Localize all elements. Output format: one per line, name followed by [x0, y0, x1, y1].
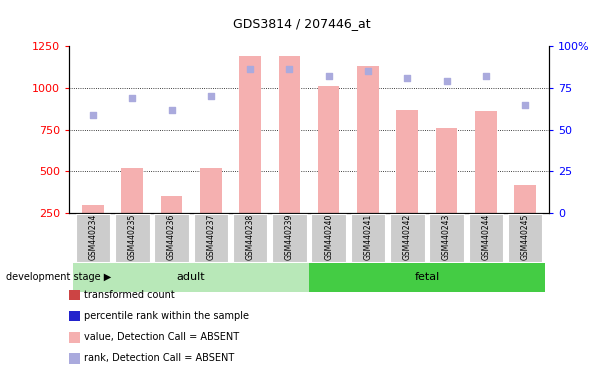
Text: fetal: fetal — [414, 272, 440, 283]
Point — [363, 68, 373, 74]
Point — [245, 66, 255, 73]
Bar — [121, 168, 143, 213]
FancyBboxPatch shape — [115, 214, 150, 262]
Bar — [309, 263, 545, 292]
Bar — [74, 263, 309, 292]
Bar — [514, 185, 536, 213]
Point — [166, 106, 176, 113]
Text: value, Detection Call = ABSENT: value, Detection Call = ABSENT — [84, 332, 239, 342]
Text: development stage ▶: development stage ▶ — [6, 272, 112, 283]
Bar — [475, 111, 497, 213]
Point — [520, 101, 530, 108]
FancyBboxPatch shape — [154, 214, 189, 262]
Text: GSM440240: GSM440240 — [324, 214, 333, 260]
Text: GSM440243: GSM440243 — [442, 214, 451, 260]
Text: GSM440239: GSM440239 — [285, 214, 294, 260]
Bar — [396, 109, 418, 213]
Text: GSM440237: GSM440237 — [206, 214, 215, 260]
Point — [285, 66, 294, 73]
Bar — [239, 56, 261, 213]
Text: GSM440244: GSM440244 — [481, 214, 490, 260]
Text: GDS3814 / 207446_at: GDS3814 / 207446_at — [233, 17, 370, 30]
Point — [481, 73, 491, 79]
FancyBboxPatch shape — [508, 214, 543, 262]
FancyBboxPatch shape — [194, 214, 228, 262]
Point — [206, 93, 216, 99]
Text: GSM440242: GSM440242 — [403, 214, 412, 260]
Bar — [436, 128, 457, 213]
Point — [88, 111, 98, 118]
Text: GSM440238: GSM440238 — [245, 214, 254, 260]
Text: transformed count: transformed count — [84, 290, 175, 300]
Bar — [357, 66, 379, 213]
Text: rank, Detection Call = ABSENT: rank, Detection Call = ABSENT — [84, 353, 235, 363]
FancyBboxPatch shape — [390, 214, 425, 262]
Text: adult: adult — [177, 272, 206, 283]
Text: GSM440241: GSM440241 — [364, 214, 373, 260]
FancyBboxPatch shape — [272, 214, 307, 262]
Text: GSM440235: GSM440235 — [128, 214, 137, 260]
Bar — [161, 197, 182, 213]
FancyBboxPatch shape — [75, 214, 110, 262]
Bar — [318, 86, 339, 213]
Text: percentile rank within the sample: percentile rank within the sample — [84, 311, 250, 321]
Text: GSM440236: GSM440236 — [167, 214, 176, 260]
Bar — [279, 56, 300, 213]
Point — [127, 95, 137, 101]
Point — [402, 75, 412, 81]
FancyBboxPatch shape — [469, 214, 503, 262]
FancyBboxPatch shape — [429, 214, 464, 262]
Text: GSM440245: GSM440245 — [520, 214, 529, 260]
FancyBboxPatch shape — [311, 214, 346, 262]
Bar — [82, 205, 104, 213]
Point — [442, 78, 452, 84]
Point — [324, 73, 333, 79]
FancyBboxPatch shape — [351, 214, 385, 262]
FancyBboxPatch shape — [233, 214, 267, 262]
Text: GSM440234: GSM440234 — [89, 214, 98, 260]
Bar — [200, 168, 222, 213]
